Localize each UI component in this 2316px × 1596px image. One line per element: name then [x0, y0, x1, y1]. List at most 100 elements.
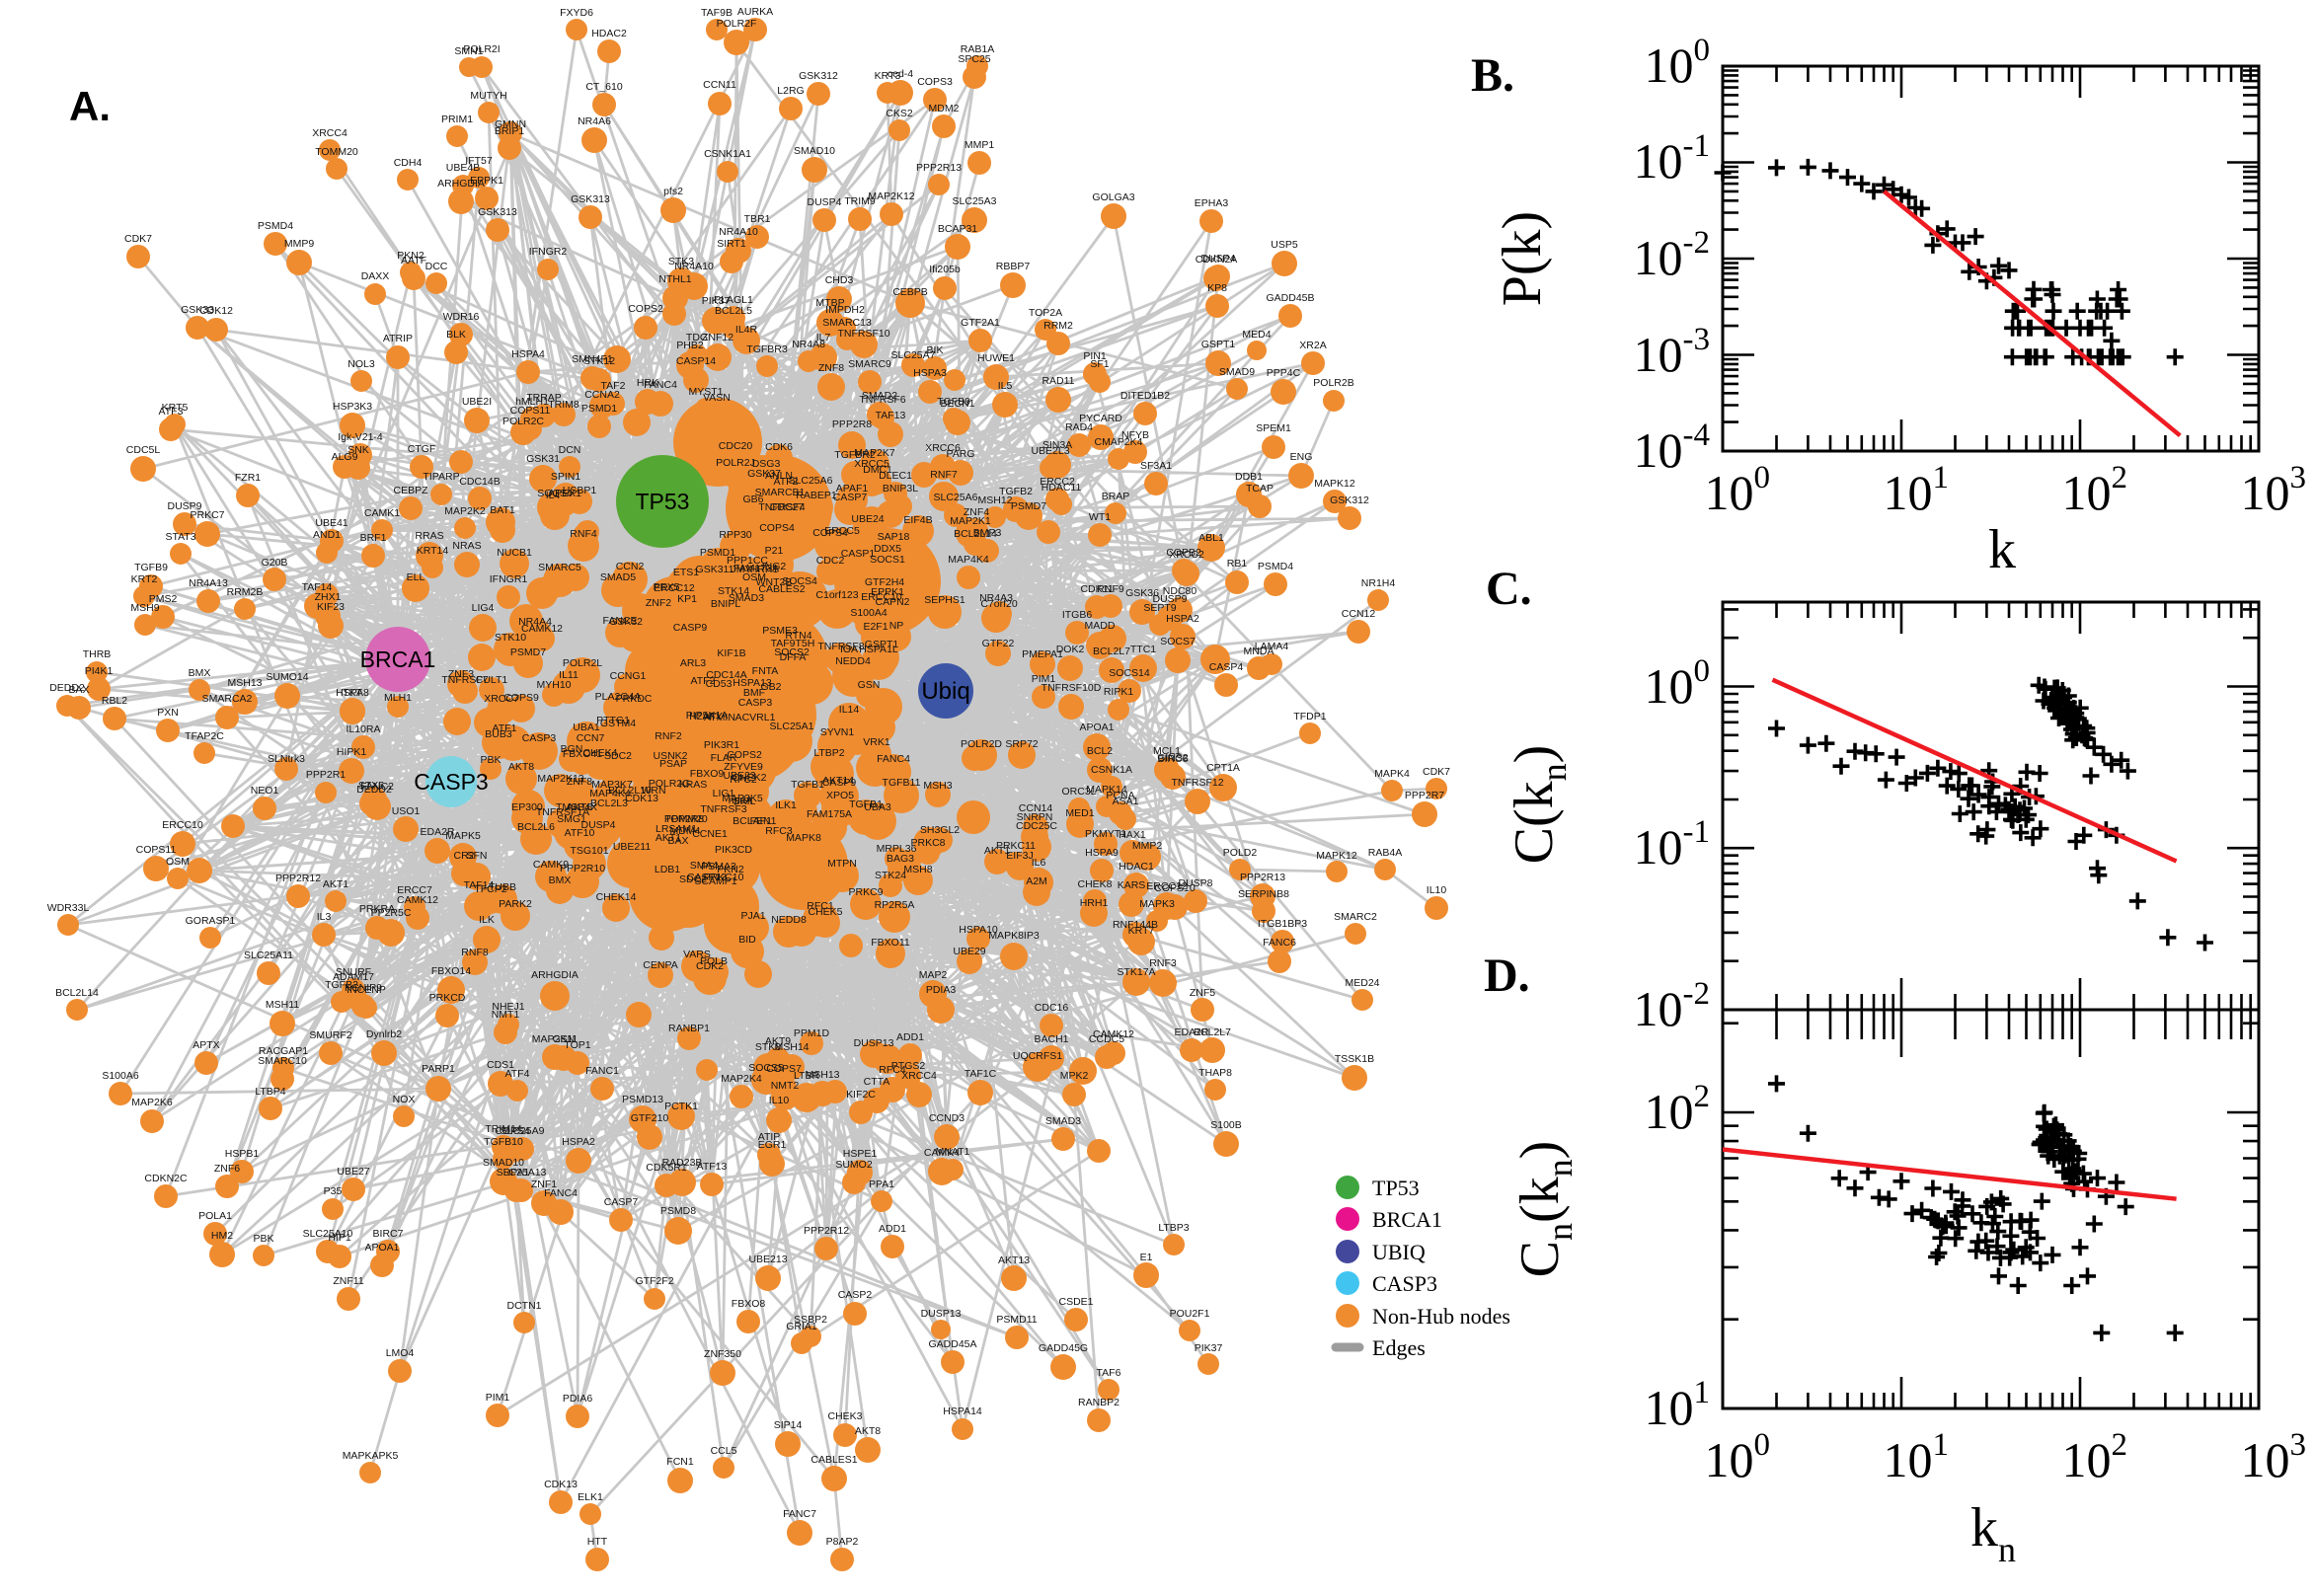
svg-text:SNURF: SNURF — [336, 966, 371, 978]
svg-text:Non-Hub nodes: Non-Hub nodes — [1372, 1304, 1510, 1329]
svg-text:MDM4: MDM4 — [670, 825, 701, 837]
svg-text:PLA2G4A: PLA2G4A — [595, 691, 642, 703]
svg-text:KRT14: KRT14 — [417, 545, 449, 557]
svg-text:NEDD8: NEDD8 — [771, 914, 807, 926]
svg-text:PRKC10: PRKC10 — [704, 872, 744, 883]
svg-text:DUSP9: DUSP9 — [167, 500, 201, 512]
svg-text:BIRC6: BIRC6 — [1158, 753, 1189, 765]
svg-text:FCN1: FCN1 — [666, 1456, 694, 1468]
svg-text:GB6: GB6 — [742, 494, 763, 505]
svg-text:HSPA2: HSPA2 — [1166, 613, 1199, 625]
svg-text:DUSP13: DUSP13 — [921, 1308, 962, 1320]
svg-text:RANBP2: RANBP2 — [1078, 1397, 1119, 1408]
svg-text:FBXO11: FBXO11 — [871, 937, 910, 949]
svg-text:HSPB1: HSPB1 — [225, 1148, 260, 1160]
svg-text:MSH14: MSH14 — [774, 1041, 809, 1053]
svg-text:SMAD9: SMAD9 — [1219, 366, 1255, 378]
svg-text:IL7: IL7 — [816, 332, 831, 343]
svg-text:EP300: EP300 — [511, 801, 543, 813]
svg-text:SMARC9: SMARC9 — [848, 358, 891, 370]
svg-text:TGFB11: TGFB11 — [883, 777, 921, 789]
svg-text:IL14: IL14 — [839, 704, 860, 716]
svg-text:BRCA1: BRCA1 — [360, 646, 436, 672]
svg-text:COPS3: COPS3 — [917, 76, 953, 88]
svg-text:MAP2K7: MAP2K7 — [854, 447, 895, 459]
svg-text:TFAP2C: TFAP2C — [185, 730, 224, 742]
svg-text:MED1: MED1 — [1065, 807, 1094, 819]
svg-text:CDC25C: CDC25C — [1016, 820, 1057, 832]
svg-text:PARK2: PARK2 — [499, 898, 532, 910]
svg-text:GB2: GB2 — [760, 681, 781, 693]
svg-text:BGN: BGN — [561, 743, 583, 755]
svg-text:IL10: IL10 — [1427, 884, 1447, 896]
svg-text:PPA1: PPA1 — [869, 1178, 894, 1190]
svg-text:LTBP2: LTBP2 — [813, 747, 844, 759]
svg-text:PIM1: PIM1 — [1032, 673, 1056, 685]
svg-text:BRCA1: BRCA1 — [1372, 1207, 1442, 1232]
svg-text:SOCS2: SOCS2 — [774, 646, 810, 658]
svg-text:FANC4: FANC4 — [544, 1187, 578, 1199]
svg-text:FBXO8: FBXO8 — [732, 1298, 766, 1310]
svg-text:BMX: BMX — [549, 874, 572, 886]
svg-text:CCNA2: CCNA2 — [584, 389, 620, 401]
svg-text:STK24: STK24 — [875, 870, 906, 881]
svg-text:GSK311: GSK311 — [696, 564, 734, 575]
svg-text:COPS9: COPS9 — [503, 692, 539, 704]
svg-text:TCAP: TCAP — [1246, 483, 1274, 494]
svg-text:ABL1: ABL1 — [1198, 532, 1224, 544]
svg-text:Cn(kn): Cn(kn) — [1509, 1141, 1580, 1278]
svg-text:SNRPN: SNRPN — [1017, 811, 1053, 823]
svg-text:BAT1: BAT1 — [490, 504, 515, 516]
svg-text:COPS2: COPS2 — [727, 749, 762, 761]
svg-text:C1orf123: C1orf123 — [815, 589, 858, 601]
svg-text:Dynlrb2: Dynlrb2 — [366, 1028, 402, 1040]
svg-text:GADD45G: GADD45G — [1039, 1342, 1088, 1354]
svg-text:GINS2: GINS2 — [1157, 752, 1189, 764]
svg-text:POLR2F: POLR2F — [717, 18, 757, 30]
svg-text:GSK31: GSK31 — [526, 453, 560, 465]
svg-text:ZNF3: ZNF3 — [448, 668, 474, 680]
svg-text:COPS4: COPS4 — [812, 527, 848, 539]
svg-text:VARS: VARS — [683, 949, 711, 960]
svg-text:RP2R5A: RP2R5A — [875, 899, 915, 911]
svg-text:UBE2L3: UBE2L3 — [1031, 445, 1069, 457]
svg-text:PRKC9: PRKC9 — [848, 886, 883, 898]
svg-text:FBXO14: FBXO14 — [431, 965, 471, 977]
svg-text:PPP2R13: PPP2R13 — [916, 162, 962, 174]
svg-text:SOCS5: SOCS5 — [748, 1062, 784, 1074]
svg-text:WT1: WT1 — [1089, 511, 1111, 523]
svg-text:POLR2D: POLR2D — [961, 738, 1002, 750]
svg-text:IMPDH2: IMPDH2 — [825, 304, 865, 316]
svg-text:MAP2K4: MAP2K4 — [721, 1073, 762, 1085]
svg-text:ITGB6: ITGB6 — [1062, 609, 1093, 621]
svg-text:IL4: IL4 — [546, 490, 561, 501]
svg-text:S100B: S100B — [1210, 1119, 1242, 1131]
svg-text:SMARC10: SMARC10 — [258, 1055, 307, 1067]
svg-text:CCNE1: CCNE1 — [692, 828, 728, 840]
svg-text:ASA1: ASA1 — [1113, 796, 1139, 807]
svg-text:RAD4: RAD4 — [1065, 421, 1093, 433]
svg-text:XRCC4: XRCC4 — [901, 1070, 937, 1082]
svg-text:Igk-V21-4: Igk-V21-4 — [338, 431, 383, 443]
svg-text:CAMK1: CAMK1 — [364, 507, 400, 519]
svg-text:UBE41: UBE41 — [315, 517, 347, 529]
svg-text:EGR1: EGR1 — [758, 1139, 787, 1151]
svg-text:MAPK5: MAPK5 — [445, 830, 481, 842]
svg-text:CABLES1: CABLES1 — [811, 1454, 857, 1466]
svg-text:D.: D. — [1484, 950, 1530, 1002]
svg-text:PPP2R10: PPP2R10 — [560, 863, 605, 874]
svg-text:TGFB10: TGFB10 — [484, 1136, 523, 1148]
svg-text:RANBP1: RANBP1 — [668, 1023, 710, 1034]
svg-text:ATF4: ATF4 — [505, 1068, 530, 1080]
svg-text:FANC4: FANC4 — [644, 379, 677, 391]
svg-text:CENPA: CENPA — [643, 959, 677, 971]
svg-text:GTF2F2: GTF2F2 — [635, 1275, 673, 1287]
svg-text:HTT: HTT — [587, 1536, 608, 1548]
svg-text:PPP2R8: PPP2R8 — [664, 813, 704, 825]
svg-text:AKT6: AKT6 — [567, 801, 592, 813]
svg-text:CDC5L: CDC5L — [126, 444, 161, 456]
svg-text:SERPINB8: SERPINB8 — [1238, 888, 1289, 900]
svg-text:BCL2L3: BCL2L3 — [590, 798, 628, 809]
svg-text:BMX: BMX — [189, 667, 211, 679]
svg-text:COPS11: COPS11 — [510, 405, 551, 417]
